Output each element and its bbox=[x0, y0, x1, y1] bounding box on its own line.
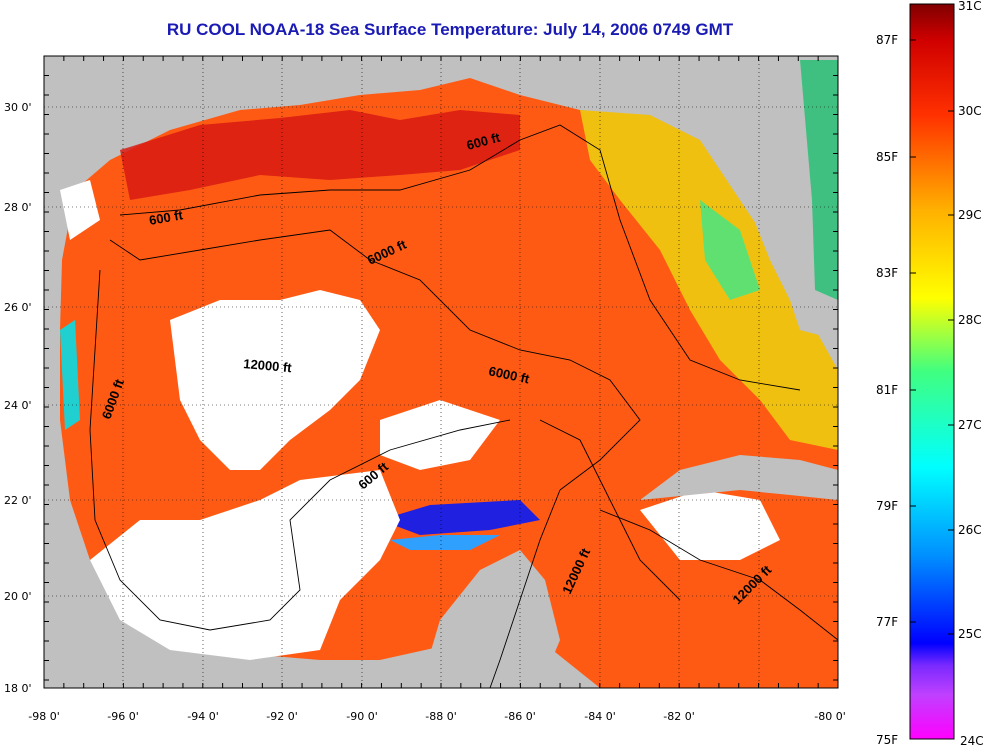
hot-shelf bbox=[120, 110, 520, 200]
y-tick-label: 20 0' bbox=[4, 590, 32, 603]
atlantic-water bbox=[800, 60, 838, 300]
colorbar-f-label: 77F bbox=[876, 615, 898, 629]
contour-label: 12000 ft bbox=[243, 356, 293, 375]
colorbar-c-label: 28C bbox=[958, 313, 982, 327]
eastern-shelf bbox=[580, 110, 838, 450]
y-tick-label: 26 0' bbox=[4, 301, 32, 314]
cloud-cover bbox=[170, 290, 380, 470]
cool-patch bbox=[700, 200, 760, 300]
colorbar-c-label: 27C bbox=[958, 418, 982, 432]
cool-patch bbox=[60, 320, 80, 430]
grid-lines bbox=[44, 56, 838, 688]
colorbar: 87F 85F 83F 81F 79F 77F 75F 31C 30C 29C … bbox=[876, 0, 984, 748]
colorbar-f-label: 83F bbox=[876, 266, 898, 280]
cloud-cover bbox=[90, 470, 400, 660]
bathymetry-contours bbox=[89, 124, 838, 688]
x-tick-label: -84 0' bbox=[584, 710, 616, 723]
x-tick-label: -90 0' bbox=[346, 710, 378, 723]
x-tick-label: -96 0' bbox=[107, 710, 139, 723]
colorbar-f-label: 81F bbox=[876, 383, 898, 397]
y-tick-label: 28 0' bbox=[4, 201, 32, 214]
colorbar-c-label: 26C bbox=[958, 523, 982, 537]
colorbar-c-label: 25C bbox=[958, 627, 982, 641]
cloud-cover bbox=[380, 400, 500, 470]
y-tick-label: 18 0' bbox=[4, 682, 32, 695]
colorbar-c-label: 31C bbox=[958, 0, 982, 13]
colorbar-c-label: 29C bbox=[958, 208, 982, 222]
contour-label: 600 ft bbox=[148, 207, 185, 228]
x-tick-label: -80 0' bbox=[814, 710, 846, 723]
x-axis-labels: -98 0' -96 0' -94 0' -92 0' -90 0' -88 0… bbox=[28, 710, 846, 723]
x-tick-label: -86 0' bbox=[504, 710, 536, 723]
y-axis-labels: 30 0' 28 0' 26 0' 24 0' 22 0' 20 0' 18 0… bbox=[4, 101, 32, 695]
colorbar-f-label: 85F bbox=[876, 150, 898, 164]
colorbar-c-label: 24C bbox=[960, 734, 984, 748]
y-tick-label: 30 0' bbox=[4, 101, 32, 114]
colorbar-c-label: 30C bbox=[958, 104, 982, 118]
cloud-cover bbox=[640, 490, 780, 560]
cloud-cover bbox=[60, 180, 100, 240]
y-tick-label: 22 0' bbox=[4, 494, 32, 507]
x-tick-label: -92 0' bbox=[266, 710, 298, 723]
upwelling bbox=[390, 535, 500, 550]
x-tick-label: -98 0' bbox=[28, 710, 60, 723]
map-title: RU COOL NOAA-18 Sea Surface Temperature:… bbox=[166, 20, 734, 39]
axis-minor-ticks bbox=[43, 55, 838, 688]
x-tick-label: -88 0' bbox=[425, 710, 457, 723]
colorbar-gradient bbox=[909, 3, 955, 740]
x-tick-label: -94 0' bbox=[187, 710, 219, 723]
colorbar-f-label: 79F bbox=[876, 499, 898, 513]
colorbar-f-label: 87F bbox=[876, 33, 898, 47]
x-tick-label: -82 0' bbox=[663, 710, 695, 723]
colorbar-ticks bbox=[910, 39, 954, 635]
upwelling bbox=[380, 500, 540, 535]
y-tick-label: 24 0' bbox=[4, 399, 32, 412]
colorbar-f-label: 75F bbox=[876, 733, 898, 747]
cuba-land bbox=[640, 455, 838, 500]
